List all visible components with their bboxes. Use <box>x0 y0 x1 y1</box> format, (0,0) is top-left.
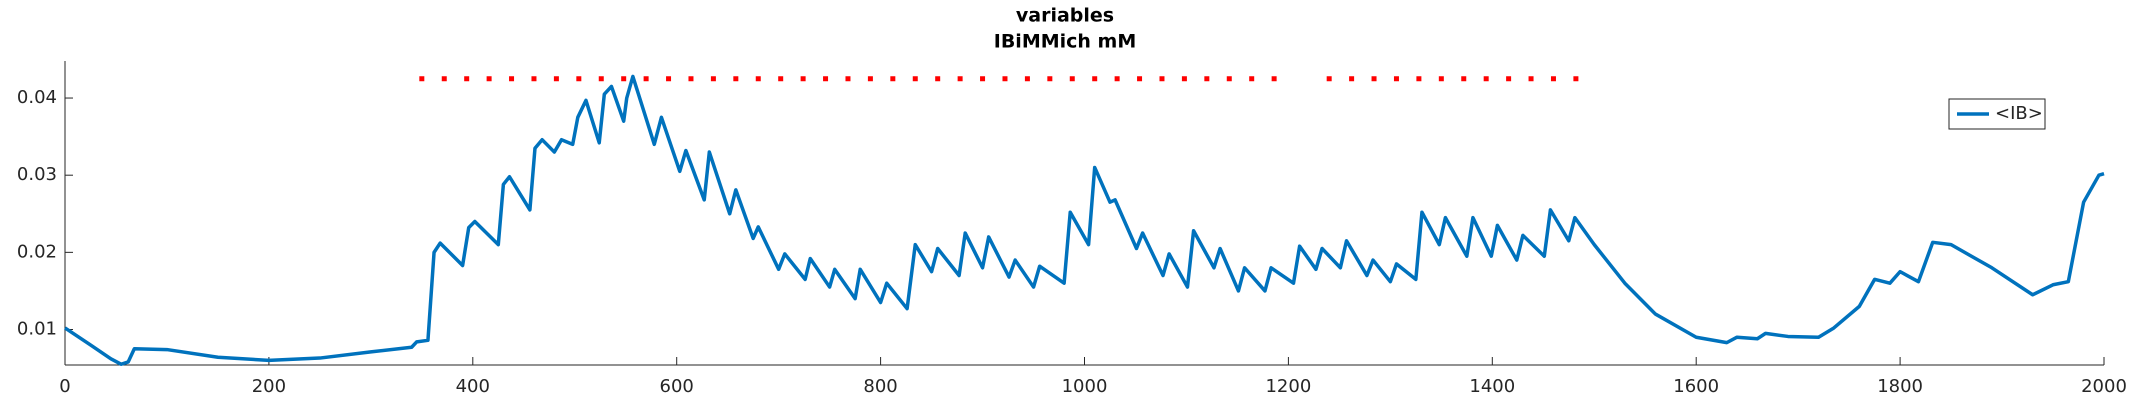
marker-dot <box>486 76 492 82</box>
marker-dot <box>621 76 627 82</box>
x-tick-label: 2000 <box>2081 376 2127 397</box>
marker-dot <box>464 76 470 82</box>
chart-subtitle: IBiMMich mM <box>994 31 1137 53</box>
data-line <box>64 74 2105 366</box>
marker-dot <box>1506 76 1512 82</box>
marker-dot <box>778 76 784 82</box>
x-tick-label: 400 <box>456 376 490 397</box>
x-tick-label: 800 <box>863 376 897 397</box>
marker-dot <box>441 76 447 82</box>
marker-dot <box>1438 76 1444 82</box>
marker-dot <box>800 76 806 82</box>
marker-dot <box>531 76 537 82</box>
marker-dot <box>1092 76 1098 82</box>
marker-dot <box>1416 76 1422 82</box>
marker-dot <box>867 76 873 82</box>
x-tick-label: 1600 <box>1673 376 1719 397</box>
marker-dot <box>1114 76 1120 82</box>
marker-dot <box>1024 76 1030 82</box>
y-tick-label: 0.03 <box>17 164 57 185</box>
marker-dot <box>1573 76 1579 82</box>
marker-dot <box>666 76 672 82</box>
marker-dot <box>710 76 716 82</box>
y-tick-label: 0.02 <box>17 241 57 262</box>
marker-dot <box>1181 76 1187 82</box>
marker-dot <box>553 76 559 82</box>
chart-title: variables <box>1016 5 1114 27</box>
marker-dot <box>1326 76 1332 82</box>
marker-dot <box>912 76 918 82</box>
marker-dot <box>1550 76 1556 82</box>
marker-dot <box>1159 76 1165 82</box>
x-tick-label: 1400 <box>1469 376 1515 397</box>
marker-dot <box>733 76 739 82</box>
marker-dot <box>935 76 941 82</box>
x-tick-label: 1800 <box>1877 376 1923 397</box>
marker-dot <box>1371 76 1377 82</box>
marker-dot <box>1002 76 1008 82</box>
legend-label: <IB> <box>1995 103 2043 124</box>
marker-dot <box>1461 76 1467 82</box>
marker-dot <box>1204 76 1210 82</box>
marker-dot <box>845 76 851 82</box>
marker-dot <box>576 76 582 82</box>
x-tick-label: 200 <box>252 376 286 397</box>
marker-dot <box>823 76 829 82</box>
marker-dot <box>1226 76 1232 82</box>
marker-dot <box>755 76 761 82</box>
marker-dot <box>598 76 604 82</box>
marker-dot <box>1393 76 1399 82</box>
marker-dot <box>1483 76 1489 82</box>
marker-dot <box>1249 76 1255 82</box>
marker-dot <box>688 76 694 82</box>
marker-dot <box>1137 76 1143 82</box>
marker-dot <box>957 76 963 82</box>
marker-dot <box>1069 76 1075 82</box>
y-tick-label: 0.04 <box>17 87 57 108</box>
marker-dot <box>890 76 896 82</box>
x-tick-label: 0 <box>59 376 70 397</box>
x-tick-label: 1000 <box>1062 376 1108 397</box>
marker-dot <box>980 76 986 82</box>
marker-dot <box>643 76 649 82</box>
marker-dot <box>1349 76 1355 82</box>
x-tick-label: 600 <box>660 376 694 397</box>
y-tick-label: 0.01 <box>17 319 57 340</box>
marker-dot <box>1271 76 1277 82</box>
marker-dot <box>1528 76 1534 82</box>
marker-dot <box>419 76 425 82</box>
marker-dot <box>509 76 515 82</box>
x-tick-label: 1200 <box>1265 376 1311 397</box>
marker-dot <box>1047 76 1053 82</box>
